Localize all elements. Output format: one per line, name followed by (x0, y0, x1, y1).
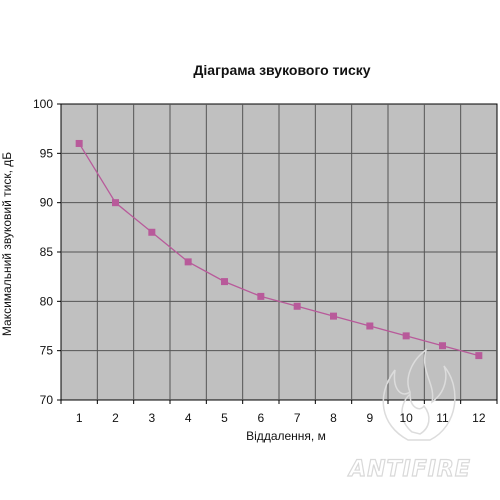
data-point-marker (184, 258, 192, 266)
series-layer (75, 139, 483, 360)
x-tick-label: 9 (366, 411, 373, 425)
data-point-marker (257, 292, 265, 300)
x-tick-label: 11 (436, 411, 449, 425)
chart-title: Діаграма звукового тиску (193, 62, 370, 78)
data-point-marker (366, 322, 374, 330)
x-tick-label: 10 (399, 411, 413, 425)
y-tick-label: 90 (40, 196, 54, 210)
x-axis-label: Віддалення, м (246, 429, 326, 443)
x-tick-label: 6 (257, 411, 264, 425)
watermark: ANTIFIRE (346, 348, 471, 483)
y-tick-label: 70 (40, 393, 54, 407)
y-tick-label: 95 (40, 146, 54, 160)
x-tick-label: 2 (112, 411, 119, 425)
x-tick-label: 4 (185, 411, 192, 425)
data-point-marker (439, 342, 446, 350)
x-tick-label: 8 (330, 411, 337, 425)
watermark-text: ANTIFIRE (347, 457, 471, 482)
data-point-marker (293, 302, 301, 310)
data-point-marker (402, 332, 410, 340)
data-point-marker (75, 139, 83, 147)
flame-logo-icon (382, 348, 456, 441)
y-axis-ticks: 70 75 80 85 90 95 100 (33, 97, 61, 407)
data-point-marker (112, 199, 119, 207)
x-tick-label: 5 (221, 411, 228, 425)
data-point-marker (148, 228, 156, 236)
data-point-marker (330, 312, 337, 320)
x-tick-label: 3 (148, 411, 155, 425)
data-point-marker (475, 352, 483, 360)
x-tick-label: 1 (76, 411, 83, 425)
y-tick-label: 80 (40, 294, 54, 308)
y-tick-label: 100 (33, 97, 53, 111)
x-tick-label: 7 (294, 411, 301, 425)
y-tick-label: 85 (40, 245, 54, 259)
x-axis-ticks: 1 2 3 4 5 6 7 8 9 10 11 12 (60, 400, 498, 425)
y-axis-label: Максимальний звуковий тиск, дБ (0, 152, 14, 336)
data-point-marker (221, 278, 228, 286)
y-tick-label: 75 (40, 344, 54, 358)
series-line (78, 143, 480, 357)
x-tick-label: 12 (472, 411, 486, 425)
